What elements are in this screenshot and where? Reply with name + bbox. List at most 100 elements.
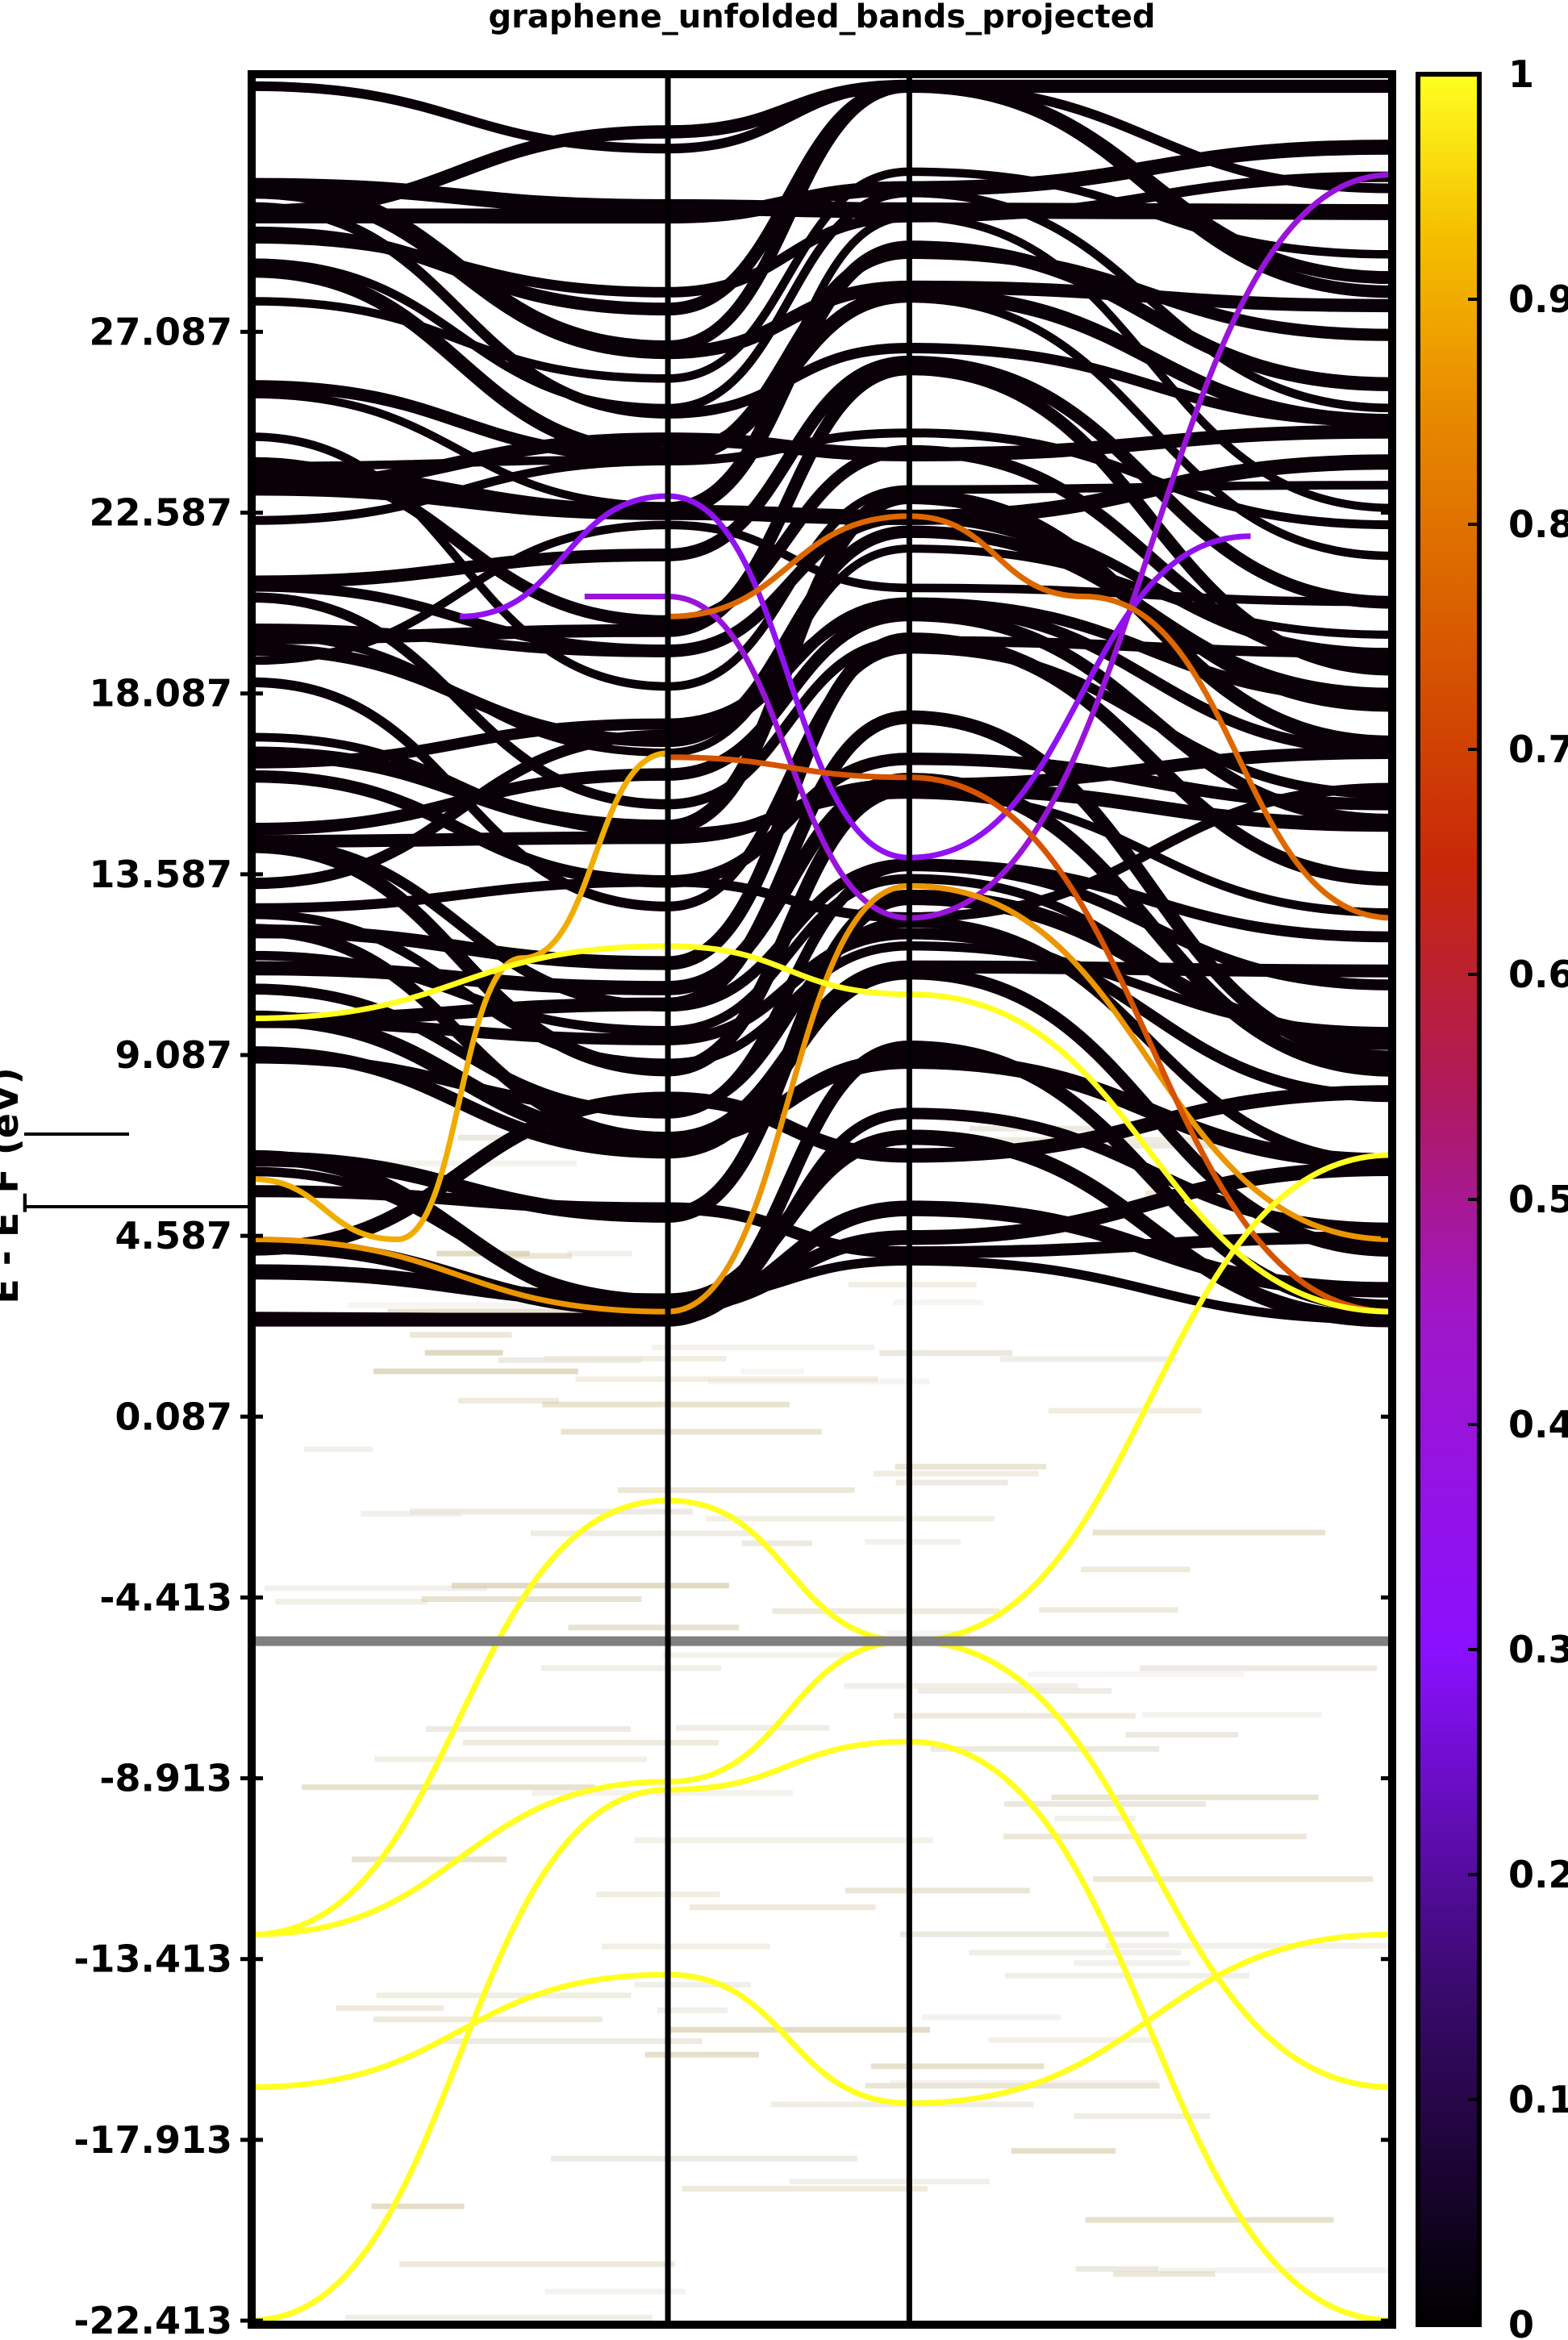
shading-strip [410, 1508, 693, 1515]
y-tick-label: -13.413 [73, 1937, 232, 1981]
dark-band [252, 836, 1392, 1012]
shading-strip [602, 1943, 770, 1950]
y-tick-label: 27.087 [89, 310, 232, 353]
shading-strip [531, 1530, 752, 1537]
dark-band [252, 355, 1392, 609]
shading-strip [348, 1302, 532, 1308]
shading-strip [374, 1756, 648, 1762]
shading-strip [1054, 1816, 1136, 1822]
colorbar-tick-label: 0.5 [1508, 1178, 1568, 1221]
shading-strip [373, 1368, 578, 1374]
colorbar-tick-label: 0.9 [1508, 277, 1568, 321]
shading-strip [922, 2014, 1061, 2021]
shading-strip [1085, 2217, 1334, 2223]
shading-strip [1011, 2148, 1116, 2154]
dark-band [252, 1185, 1392, 1259]
y-tick-label: 0.087 [115, 1395, 232, 1438]
shading-strip [689, 1904, 876, 1910]
colorbar-tick-label: 0.4 [1508, 1403, 1568, 1446]
shading-strip [662, 1652, 853, 1658]
dark-band [252, 632, 1392, 970]
shading-strip [1075, 2266, 1159, 2272]
colorbar-tick-label: 0.8 [1508, 503, 1568, 546]
shading-strip [567, 1250, 632, 1257]
shading-strip [844, 1887, 1030, 1894]
dark-band [252, 602, 1392, 769]
dark-band [252, 1010, 1392, 1170]
dark-band [252, 79, 1392, 219]
shading-strip [930, 1746, 1160, 1752]
shading-strip [893, 1299, 983, 1306]
shading-strip [265, 1585, 487, 1591]
shading-strip [1074, 1960, 1191, 1967]
yellow-band [252, 1152, 1392, 1937]
shading-strip [544, 2288, 686, 2295]
spectral-weight-shading [265, 1125, 1392, 2321]
y-axis-ticks: 27.087 22.587 18.087 13.587 9.087 4.587 0.087 -… [73, 310, 1392, 2340]
dark-band [252, 171, 1392, 298]
shading-strip [458, 1398, 560, 1404]
shading-strip [575, 1376, 878, 1383]
dark-band [252, 177, 1392, 220]
shading-strip [789, 2179, 990, 2185]
shading-strip [275, 1599, 427, 1605]
shading-strip [870, 2063, 1045, 2070]
shading-strip [424, 1349, 503, 1356]
shading-strip [890, 2079, 1157, 2086]
shading-strip [1003, 1833, 1307, 1840]
shading-strip [865, 1538, 961, 1545]
shading-strip [336, 2005, 444, 2012]
y-tick-label: -17.913 [73, 2118, 232, 2162]
shading-strip [443, 2038, 703, 2045]
shading-strip [1081, 1566, 1191, 1573]
orange-band [668, 513, 1392, 921]
dark-band [252, 81, 1392, 194]
y-tick-label: 4.587 [115, 1214, 232, 1258]
plot-frame [248, 70, 1396, 2329]
shading-strip [1092, 1529, 1326, 1536]
shading-strip [644, 2051, 759, 2058]
shading-strip [463, 1739, 719, 1746]
colorbar-tick-label: 0.6 [1508, 953, 1568, 996]
colorbar-tick-label: 0.2 [1508, 1853, 1568, 1896]
shading-strip [371, 2203, 465, 2209]
shading-strip [894, 1712, 1136, 1719]
shading-strip [874, 1470, 1039, 1477]
shading-strip [879, 1349, 1013, 1356]
shading-strip [561, 1429, 822, 1435]
shading-strip [657, 2007, 728, 2013]
shading-strip [1106, 1942, 1392, 1949]
shading-strip [387, 1308, 653, 1315]
dark-band [252, 520, 1392, 665]
shading-strip [1125, 1732, 1239, 1738]
colorbar-tick-label: 1 [1508, 52, 1534, 96]
shading-strip [1093, 1876, 1374, 1883]
shading-strip [351, 1856, 507, 1862]
bands-layer [252, 79, 1392, 2323]
purple-band [459, 493, 1251, 861]
shading-strip [1004, 1801, 1207, 1807]
shading-strip [376, 1992, 632, 1999]
dark-band [252, 1149, 1392, 1314]
yellow-band [252, 1738, 1392, 2323]
shading-strip [652, 1345, 874, 1350]
shading-strip [551, 2155, 857, 2162]
shading-strip [740, 1368, 805, 1374]
shading-strip [302, 1784, 595, 1791]
shading-strip [596, 1892, 720, 1898]
shading-strip [426, 1725, 631, 1732]
shading-strip [498, 1357, 642, 1363]
shading-strip [498, 1253, 573, 1259]
shading-strip [1028, 1671, 1245, 1678]
shading-strip [895, 1463, 1046, 1470]
shading-strip [900, 1931, 1170, 1937]
shading-strip [772, 1608, 1000, 1614]
colorbar-tick-label: 0 [1508, 2303, 1534, 2340]
shading-strip [1139, 1665, 1378, 1671]
shading-strip [886, 1630, 970, 1637]
shading-strip [1074, 2113, 1211, 2120]
dark-band [252, 140, 1392, 224]
shading-strip [361, 1511, 462, 1517]
shading-strip [666, 2026, 931, 2033]
